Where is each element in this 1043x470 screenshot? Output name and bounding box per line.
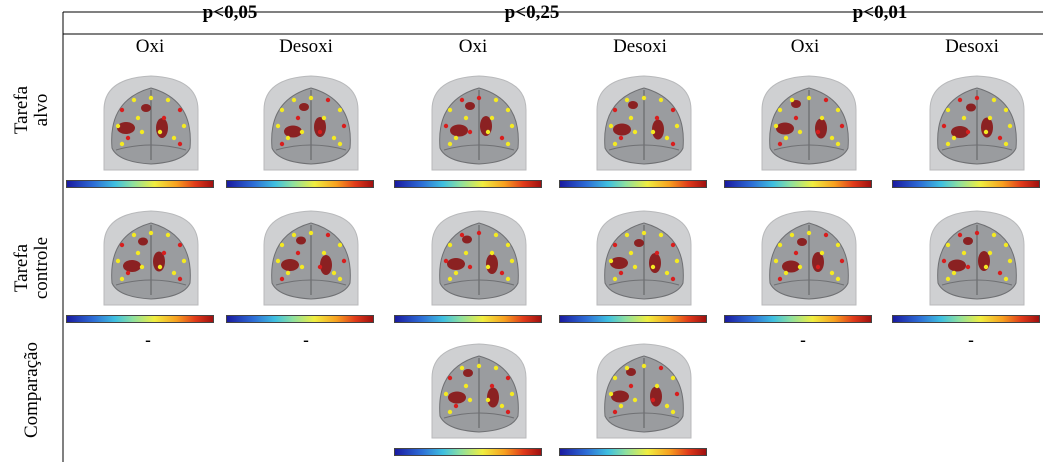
brain-image (929, 210, 1025, 306)
color-scale-bar (559, 448, 707, 456)
subheader-desoxi-1: Desoxi (279, 36, 333, 57)
color-scale-bar (724, 180, 872, 188)
brain-map (892, 197, 1043, 337)
empty-marker: - (800, 330, 806, 350)
empty-marker: - (303, 330, 309, 350)
brain-image (761, 210, 857, 306)
brain-image (263, 75, 359, 171)
subheader-oxi-2: Oxi (458, 36, 488, 57)
brain-map (724, 62, 888, 202)
color-scale-bar (66, 315, 214, 323)
subheader-oxi-1: Oxi (135, 36, 165, 57)
color-scale-bar (66, 180, 214, 188)
brain-image (761, 75, 857, 171)
row-label-line: Tarefa (11, 243, 32, 293)
empty-marker: - (968, 330, 974, 350)
brain-image (103, 75, 199, 171)
row-label-tarefa-alvo: Tarefa alvo (11, 60, 52, 160)
row-label-tarefa-controle: Tarefa controle (11, 218, 52, 318)
brain-image (596, 343, 692, 439)
brain-map (559, 62, 723, 202)
color-scale-bar (226, 315, 374, 323)
color-scale-bar (724, 315, 872, 323)
subheader-desoxi-3: Desoxi (945, 36, 999, 57)
brain-map (226, 62, 390, 202)
brain-image (431, 210, 527, 306)
brain-map (66, 62, 230, 202)
header-p001: p<0,01 (852, 2, 908, 23)
brain-map (66, 197, 230, 337)
color-scale-bar (892, 180, 1040, 188)
subheader-oxi-3: Oxi (790, 36, 820, 57)
brain-map (226, 197, 390, 337)
brain-image (596, 75, 692, 171)
brain-map (394, 197, 558, 337)
color-scale-bar (559, 180, 707, 188)
empty-marker: - (145, 330, 151, 350)
subheader-desoxi-2: Desoxi (613, 36, 667, 57)
brain-map (559, 197, 723, 337)
header-p005: p<0,05 (202, 2, 258, 23)
header-p025: p<0,25 (504, 2, 560, 23)
brain-map (394, 62, 558, 202)
brain-image (929, 75, 1025, 171)
color-scale-bar (394, 315, 542, 323)
brain-map (724, 197, 888, 337)
brain-map (892, 62, 1043, 202)
row-label-line: controle (31, 236, 52, 300)
row-label-line: Tarefa (11, 85, 32, 135)
brain-map (394, 330, 558, 470)
color-scale-bar (394, 180, 542, 188)
row-label-line: alvo (31, 93, 52, 127)
color-scale-bar (394, 448, 542, 456)
row-label-comparacao: Comparação (21, 330, 42, 450)
color-scale-bar (559, 315, 707, 323)
color-scale-bar (226, 180, 374, 188)
color-scale-bar (892, 315, 1040, 323)
brain-image (431, 343, 527, 439)
brain-image (263, 210, 359, 306)
row-label-line: Comparação (21, 342, 42, 439)
brain-image (431, 75, 527, 171)
brain-image (596, 210, 692, 306)
brain-image (103, 210, 199, 306)
brain-map (559, 330, 723, 470)
